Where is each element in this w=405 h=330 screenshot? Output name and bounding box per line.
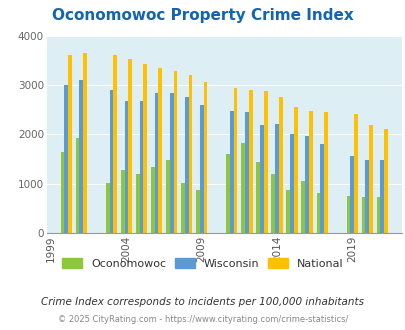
Bar [83,53,87,233]
Bar [293,108,297,233]
Bar [68,55,72,233]
Bar [60,152,64,233]
Bar [154,93,158,233]
Bar [316,193,320,233]
Bar [136,174,139,233]
Bar [301,181,305,233]
Bar [151,167,154,233]
Bar [124,101,128,233]
Bar [166,160,169,233]
Text: Crime Index corresponds to incidents per 100,000 inhabitants: Crime Index corresponds to incidents per… [41,297,364,307]
Bar [376,197,379,233]
Bar [184,97,188,233]
Bar [275,124,278,233]
Bar [379,159,383,233]
Bar [286,190,290,233]
Bar [158,68,162,233]
Bar [350,155,353,233]
Bar [173,71,177,233]
Bar [305,136,308,233]
Bar [320,144,323,233]
Text: © 2025 CityRating.com - https://www.cityrating.com/crime-statistics/: © 2025 CityRating.com - https://www.city… [58,315,347,324]
Bar [368,125,372,233]
Bar [260,125,263,233]
Bar [181,182,184,233]
Bar [79,81,83,233]
Bar [233,88,237,233]
Bar [244,112,248,233]
Bar [323,112,327,233]
Bar [106,182,109,233]
Bar [361,197,364,233]
Bar [308,112,312,233]
Bar [346,196,350,233]
Bar [290,134,293,233]
Bar [139,101,143,233]
Bar [256,162,260,233]
Bar [278,97,282,233]
Bar [199,105,203,233]
Bar [248,90,252,233]
Text: Oconomowoc Property Crime Index: Oconomowoc Property Crime Index [52,8,353,23]
Bar [203,82,207,233]
Bar [109,90,113,233]
Bar [364,159,368,233]
Bar [75,138,79,233]
Bar [241,143,244,233]
Bar [271,174,275,233]
Bar [188,75,192,233]
Bar [169,93,173,233]
Bar [113,55,117,233]
Bar [353,114,357,233]
Bar [229,112,233,233]
Bar [226,154,229,233]
Bar [263,91,267,233]
Bar [121,170,124,233]
Legend: Oconomowoc, Wisconsin, National: Oconomowoc, Wisconsin, National [58,253,347,273]
Bar [383,129,387,233]
Bar [128,59,132,233]
Bar [196,190,199,233]
Bar [64,85,68,233]
Bar [143,64,147,233]
